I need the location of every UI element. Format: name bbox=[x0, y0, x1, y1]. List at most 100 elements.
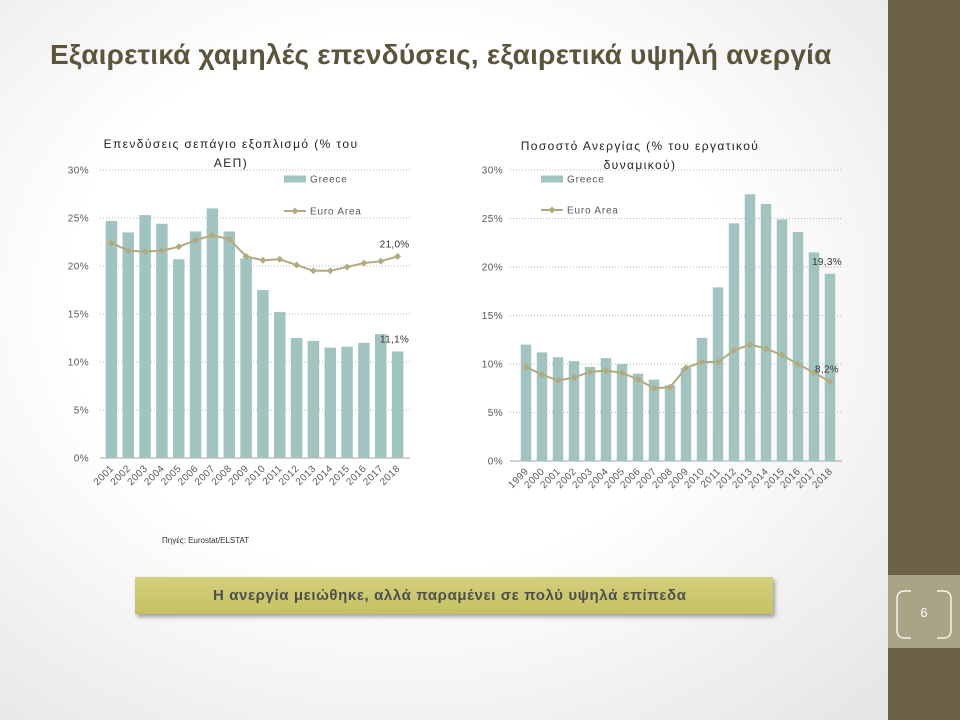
marker-euro-area-2010 bbox=[259, 256, 267, 264]
bar-greece-2012 bbox=[290, 338, 303, 458]
marker-euro-area-2006 bbox=[192, 236, 200, 244]
legend-marker-euro-area bbox=[291, 207, 299, 215]
marker-euro-area-2004 bbox=[158, 247, 166, 255]
marker-euro-area-2013 bbox=[746, 341, 754, 349]
callout-text: Η ανεργία μειώθηκε, αλλά παραμένει σε πο… bbox=[213, 587, 687, 604]
bar-greece-1999 bbox=[520, 344, 532, 461]
bar-greece-2009 bbox=[240, 258, 252, 458]
page-number-box: 6 bbox=[888, 575, 960, 648]
source-note: Πηγές: Eurostat/ELSTAT bbox=[162, 536, 250, 545]
legend-label: Euro Area bbox=[310, 207, 362, 218]
bar-greece-2013 bbox=[744, 194, 756, 461]
marker-euro-area-2015 bbox=[343, 263, 351, 271]
data-label: 8,2% bbox=[815, 364, 839, 375]
y-tick-label: 25% bbox=[68, 214, 89, 225]
legend-item-greece: Greece bbox=[284, 175, 348, 186]
series-greece bbox=[520, 194, 836, 461]
y-tick-label: 15% bbox=[68, 310, 89, 321]
y-tick-label: 20% bbox=[68, 262, 89, 273]
bar-greece-2014 bbox=[324, 347, 336, 458]
left-bracket-icon bbox=[896, 590, 911, 639]
bar-greece-2011 bbox=[274, 312, 286, 458]
bar-greece-2009 bbox=[680, 367, 692, 461]
bar-greece-2002 bbox=[122, 232, 134, 458]
bar-greece-2007 bbox=[206, 208, 219, 458]
marker-euro-area-2003 bbox=[586, 368, 594, 376]
marker-euro-area-2007 bbox=[208, 231, 216, 239]
y-tick-label: 10% bbox=[482, 360, 503, 371]
y-tick-label: 5% bbox=[488, 408, 503, 419]
bar-greece-2013 bbox=[307, 340, 320, 458]
line-euro-area bbox=[525, 343, 831, 390]
marker-euro-area-2012 bbox=[730, 346, 738, 354]
bracket-frame-icon bbox=[896, 590, 952, 639]
bar-greece-2018 bbox=[824, 273, 836, 461]
bar-greece-2016 bbox=[358, 342, 370, 458]
marker-euro-area-2016 bbox=[360, 259, 368, 267]
data-label: 19,3% bbox=[812, 257, 842, 268]
bar-greece-2015 bbox=[776, 219, 788, 461]
legend-item-greece: Greece bbox=[541, 175, 605, 186]
marker-euro-area-2001 bbox=[107, 239, 115, 247]
marker-euro-area-2008 bbox=[225, 235, 233, 243]
marker-euro-area-2014 bbox=[326, 267, 334, 275]
bar-greece-2001 bbox=[105, 220, 118, 458]
bar-greece-2017 bbox=[375, 334, 387, 458]
marker-euro-area-2004 bbox=[602, 367, 610, 375]
bar-greece-2014 bbox=[760, 203, 772, 461]
callout-banner: Η ανεργία μειώθηκε, αλλά παραμένει σε πο… bbox=[135, 577, 773, 614]
marker-euro-area-1999 bbox=[522, 363, 530, 371]
marker-euro-area-2003 bbox=[141, 248, 149, 256]
slide-title: Εξαιρετικά χαμηλές επενδύσεις, εξαιρετικ… bbox=[50, 39, 832, 70]
bar-greece-2004 bbox=[156, 223, 168, 458]
y-tick-label: 0% bbox=[488, 457, 503, 468]
bar-greece-2002 bbox=[568, 361, 580, 461]
marker-euro-area-2018 bbox=[826, 377, 834, 385]
legend-label: Greece bbox=[567, 175, 605, 186]
bar-greece-2017 bbox=[808, 252, 820, 461]
marker-euro-area-2007 bbox=[650, 384, 658, 392]
marker-euro-area-2013 bbox=[309, 267, 317, 275]
marker-euro-area-2018 bbox=[394, 252, 402, 260]
legend-swatch-greece bbox=[284, 175, 306, 183]
bar-greece-2011 bbox=[712, 287, 724, 461]
legend-item-euro-area: Euro Area bbox=[541, 206, 619, 217]
y-tick-label: 15% bbox=[482, 311, 503, 322]
bar-greece-2001 bbox=[552, 357, 564, 461]
y-tick-label: 20% bbox=[482, 263, 503, 274]
series-euro-area bbox=[107, 231, 402, 275]
bar-greece-2010 bbox=[696, 337, 708, 461]
page-number: 6 bbox=[920, 605, 928, 620]
marker-euro-area-2001 bbox=[554, 376, 562, 384]
marker-euro-area-2002 bbox=[124, 247, 132, 255]
marker-euro-area-2017 bbox=[810, 369, 818, 377]
unemployment-chart-title: Ποσοστό Ανεργίας (% του εργατικού δυναμι… bbox=[520, 139, 760, 172]
legend-item-euro-area: Euro Area bbox=[284, 207, 362, 218]
legend-label: Euro Area bbox=[567, 206, 619, 217]
bar-greece-2006 bbox=[189, 231, 202, 458]
data-label: 11,1% bbox=[380, 334, 409, 345]
bar-greece-2005 bbox=[173, 259, 185, 458]
y-tick-label: 30% bbox=[482, 166, 503, 177]
bar-greece-2008 bbox=[664, 385, 676, 461]
y-tick-label: 30% bbox=[68, 166, 89, 177]
legend-label: Greece bbox=[310, 175, 348, 186]
y-tick-label: 10% bbox=[68, 358, 89, 369]
bar-greece-2005 bbox=[616, 364, 628, 461]
line-euro-area bbox=[111, 234, 398, 272]
y-tick-label: 25% bbox=[482, 214, 503, 225]
marker-euro-area-2014 bbox=[762, 344, 770, 352]
marker-euro-area-2006 bbox=[634, 376, 642, 384]
marker-euro-area-2017 bbox=[377, 257, 385, 265]
marker-euro-area-2015 bbox=[778, 351, 786, 359]
marker-euro-area-2012 bbox=[293, 261, 301, 269]
marker-euro-area-2016 bbox=[794, 360, 802, 368]
bar-greece-2018 bbox=[391, 351, 404, 458]
marker-euro-area-2000 bbox=[538, 371, 546, 379]
marker-euro-area-2010 bbox=[698, 358, 706, 366]
bar-greece-2012 bbox=[728, 223, 740, 461]
bar-greece-2004 bbox=[600, 358, 612, 461]
